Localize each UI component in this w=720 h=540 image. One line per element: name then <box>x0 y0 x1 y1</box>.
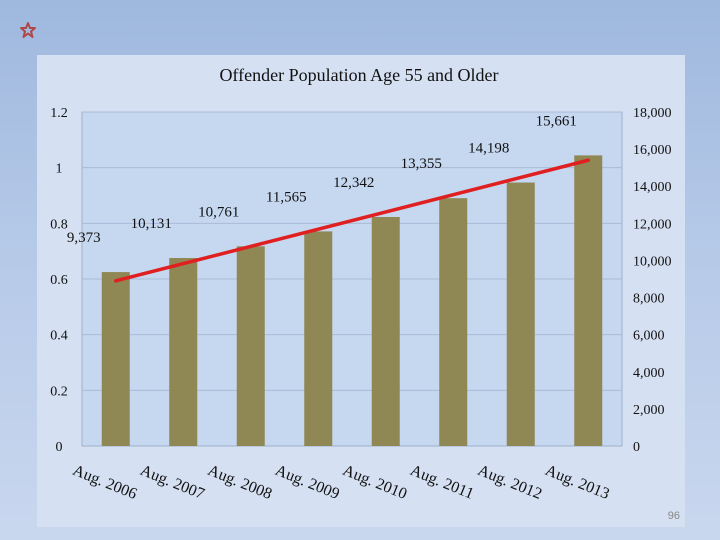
data-label: 9,373 <box>67 230 101 246</box>
left-axis-tick-label: 1 <box>56 162 63 177</box>
left-axis-tick-label: 0.4 <box>50 329 68 344</box>
bar <box>101 272 130 446</box>
category-label: Aug. 2008 <box>205 462 274 503</box>
left-axis-tick-label: 0.6 <box>50 273 68 288</box>
data-label: 13,355 <box>401 156 442 172</box>
chart: Offender Population Age 55 and Older 9,3… <box>50 65 672 503</box>
right-axis-tick-label: 12,000 <box>633 217 672 232</box>
right-axis-tick-label: 18,000 <box>633 106 672 121</box>
left-axis-tick-label: 0.8 <box>50 217 68 232</box>
star-icon <box>20 22 36 38</box>
bar <box>236 246 265 446</box>
data-label: 11,565 <box>266 189 307 205</box>
chart-title: Offender Population Age 55 and Older <box>219 65 498 85</box>
right-axis-tick-label: 6,000 <box>633 329 665 344</box>
trend-line <box>114 158 590 283</box>
category-label: Aug. 2011 <box>408 462 476 503</box>
right-axis-tick-label: 4,000 <box>633 366 665 381</box>
left-axis-tick-label: 0 <box>56 440 63 455</box>
bar <box>169 258 198 446</box>
category-label: Aug. 2012 <box>475 462 544 503</box>
right-axis-tick-label: 16,000 <box>633 143 672 158</box>
bar <box>439 198 468 446</box>
data-label: 14,198 <box>468 141 509 157</box>
right-axis-tick-label: 0 <box>633 440 640 455</box>
category-label: Aug. 2006 <box>70 462 139 503</box>
left-axis-tick-label: 1.2 <box>50 106 68 121</box>
data-label: 12,342 <box>333 175 374 191</box>
bar <box>304 231 333 446</box>
data-label: 10,761 <box>198 204 239 220</box>
left-axis-tick-label: 0.2 <box>50 384 68 399</box>
page-number: 96 <box>667 510 680 522</box>
category-label: Aug. 2009 <box>273 462 342 503</box>
right-axis-tick-label: 2,000 <box>633 403 665 418</box>
chart-panel: Offender Population Age 55 and Older 9,3… <box>37 55 685 527</box>
right-axis-tick-label: 10,000 <box>633 254 672 269</box>
category-label: Aug. 2010 <box>340 462 409 503</box>
right-axis-tick-label: 8,000 <box>633 292 665 307</box>
data-label: 15,661 <box>536 113 577 129</box>
category-label: Aug. 2013 <box>543 462 612 503</box>
right-axis-tick-label: 14,000 <box>633 180 672 195</box>
bar <box>371 216 400 446</box>
bar <box>506 182 535 446</box>
category-label: Aug. 2007 <box>138 462 207 503</box>
bar <box>574 155 603 447</box>
data-label: 10,131 <box>131 216 172 232</box>
